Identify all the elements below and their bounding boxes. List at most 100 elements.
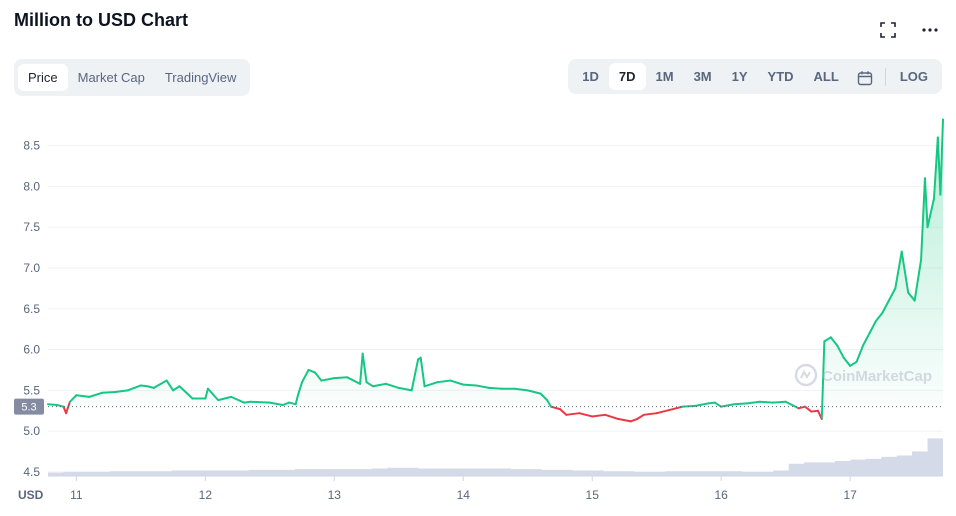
tab-market-cap[interactable]: Market Cap xyxy=(77,70,145,85)
price-point xyxy=(269,401,271,404)
price-point xyxy=(862,344,864,347)
price-point xyxy=(514,387,516,390)
price-line-segment xyxy=(172,385,181,392)
tab-price[interactable]: Price xyxy=(18,64,68,91)
price-line-segment xyxy=(178,385,194,400)
price-line-segment xyxy=(836,344,845,359)
price-point xyxy=(152,387,155,389)
price-line-segment xyxy=(720,403,736,408)
price-point xyxy=(419,356,422,359)
price-point xyxy=(713,401,716,404)
log-scale-button[interactable]: LOG xyxy=(899,69,928,84)
y-tick-label: 4.5 xyxy=(23,465,40,479)
coinmarketcap-logo-mark xyxy=(800,369,811,379)
tab-tradingview[interactable]: TradingView xyxy=(164,70,237,85)
y-tick-label: 6.5 xyxy=(23,302,40,316)
price-line-segment xyxy=(513,387,529,392)
price-line-segment xyxy=(894,250,903,290)
price-point xyxy=(230,396,232,398)
y-tick-label: 8.0 xyxy=(23,179,40,193)
price-line-segment xyxy=(281,401,291,407)
range-1y-button[interactable]: 1Y xyxy=(731,69,748,84)
baseline-badge-box xyxy=(14,398,44,415)
price-point xyxy=(939,193,942,196)
range-all-button[interactable]: ALL xyxy=(813,69,839,84)
price-point xyxy=(75,394,78,397)
price-line-segment xyxy=(874,311,884,323)
price-chart-svg: 4.5 5.0 5.5 6.0 6.5 7.0 7.5 8.0 8.5 5.3 CoinMark… xyxy=(14,118,944,502)
range-1d-button[interactable]: 1D xyxy=(582,69,599,84)
price-point xyxy=(62,405,65,408)
price-line-segment xyxy=(771,400,787,404)
price-point xyxy=(294,403,297,406)
price-line-segment xyxy=(475,384,491,389)
volume-area xyxy=(48,438,943,476)
price-point xyxy=(288,401,290,404)
price-point xyxy=(875,320,877,322)
range-ytd-button[interactable]: YTD xyxy=(767,69,794,84)
price-line-segment xyxy=(868,320,877,335)
price-point xyxy=(933,197,935,200)
page-title: Million to USD Chart xyxy=(14,10,188,30)
x-tick-label: 12 xyxy=(199,488,213,502)
price-line-segment xyxy=(604,413,620,420)
price-line-segment xyxy=(333,376,349,380)
calendar-icon xyxy=(857,70,873,85)
price-line-segment xyxy=(546,399,552,408)
price-line-segment xyxy=(488,386,503,390)
price-point xyxy=(333,377,336,379)
price-point xyxy=(894,287,897,290)
price-area-fill xyxy=(48,119,943,407)
y-tick-label: 7.5 xyxy=(23,220,40,234)
price-line-segment xyxy=(371,382,387,388)
ellipsis-icon[interactable] xyxy=(918,18,942,42)
price-point xyxy=(172,389,174,392)
price-line-segment xyxy=(436,379,452,384)
price-point xyxy=(591,415,594,418)
price-line-segment xyxy=(397,386,413,392)
price-line-segment xyxy=(629,417,639,423)
y-tick-label: 5.5 xyxy=(23,383,40,397)
price-point xyxy=(114,391,116,393)
price-point xyxy=(140,384,142,387)
price-point xyxy=(320,379,323,382)
baseline-badge-label: 5.3 xyxy=(21,402,36,414)
price-point xyxy=(417,358,419,361)
price-point xyxy=(868,332,871,335)
range-7d-button[interactable]: 7D xyxy=(608,63,646,90)
price-line-segment xyxy=(307,368,316,374)
y-tick-label: 7.0 xyxy=(23,261,40,275)
price-point xyxy=(385,383,387,385)
range-1m-button[interactable]: 1M xyxy=(655,69,674,84)
range-3m-button[interactable]: 3M xyxy=(693,69,712,84)
price-line-segment xyxy=(346,376,362,385)
price-line-segment xyxy=(558,408,568,416)
price-line-segment xyxy=(758,400,774,404)
price-line-segment xyxy=(565,412,581,416)
price-point xyxy=(65,412,67,414)
price-line-segment xyxy=(146,385,155,389)
price-point xyxy=(397,387,400,389)
calendar-button[interactable] xyxy=(849,63,881,90)
price-point xyxy=(810,410,813,413)
price-line-segment xyxy=(268,401,284,407)
price-point xyxy=(849,365,851,367)
price-line-segment xyxy=(823,336,832,343)
price-point xyxy=(888,299,890,302)
price-point xyxy=(178,385,181,388)
price-point xyxy=(559,408,561,410)
expand-icon[interactable] xyxy=(876,18,900,42)
price-point xyxy=(56,404,58,406)
price-point xyxy=(539,392,542,395)
watermark-text: CoinMarketCap xyxy=(822,368,932,385)
price-line-segment xyxy=(849,360,858,367)
price-point xyxy=(924,177,926,180)
price-line-segment xyxy=(881,299,890,314)
x-axis-currency-label: USD xyxy=(18,488,44,502)
price-line-segment xyxy=(733,402,748,406)
y-tick-label: 8.5 xyxy=(23,139,40,153)
price-line-segment xyxy=(410,358,420,392)
price-line-segment xyxy=(88,391,104,398)
x-tick-label: 17 xyxy=(843,488,857,502)
price-line-segment xyxy=(313,371,323,382)
